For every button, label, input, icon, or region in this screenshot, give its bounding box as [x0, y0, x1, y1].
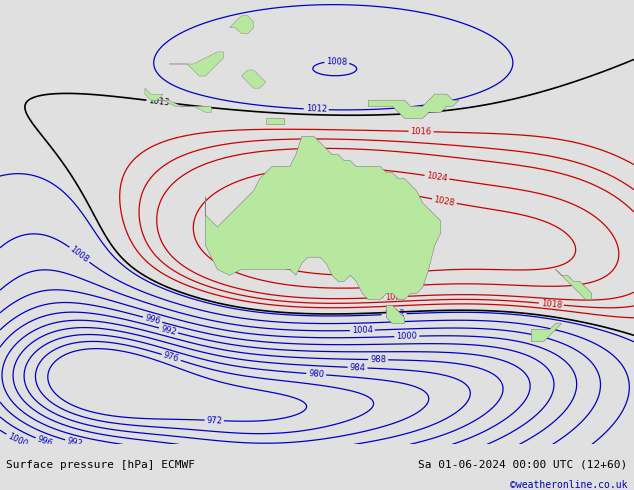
- Text: ©weatheronline.co.uk: ©weatheronline.co.uk: [510, 480, 628, 490]
- Text: 972: 972: [207, 416, 223, 425]
- Text: 1008: 1008: [68, 245, 91, 265]
- Text: 1016: 1016: [410, 127, 432, 136]
- Text: 992: 992: [160, 324, 177, 337]
- Text: 1000: 1000: [396, 332, 417, 341]
- Text: 1018: 1018: [540, 299, 562, 310]
- Text: 1008: 1008: [326, 57, 347, 67]
- Polygon shape: [555, 270, 592, 299]
- Text: 984: 984: [349, 363, 366, 372]
- Text: 1020: 1020: [385, 292, 406, 302]
- Text: 1012: 1012: [384, 309, 404, 319]
- Polygon shape: [387, 305, 404, 323]
- Polygon shape: [531, 323, 562, 342]
- Text: 1028: 1028: [433, 195, 456, 208]
- Text: 976: 976: [162, 351, 180, 364]
- Text: 1000: 1000: [6, 431, 29, 449]
- Text: 992: 992: [66, 436, 84, 449]
- Text: 996: 996: [144, 313, 162, 326]
- Text: 996: 996: [36, 435, 54, 448]
- Polygon shape: [368, 94, 459, 118]
- Polygon shape: [266, 118, 284, 124]
- Text: 980: 980: [308, 369, 325, 379]
- Text: 1024: 1024: [426, 171, 448, 183]
- Text: 988: 988: [370, 355, 386, 364]
- Text: Surface pressure [hPa] ECMWF: Surface pressure [hPa] ECMWF: [6, 460, 195, 470]
- Text: Sa 01-06-2024 00:00 UTC (12+60): Sa 01-06-2024 00:00 UTC (12+60): [418, 460, 628, 470]
- Text: 1004: 1004: [352, 325, 373, 335]
- Polygon shape: [157, 100, 211, 112]
- Polygon shape: [169, 52, 223, 76]
- Text: 1012: 1012: [306, 104, 327, 114]
- Text: 1013: 1013: [148, 96, 170, 107]
- Polygon shape: [145, 88, 163, 100]
- Polygon shape: [205, 136, 441, 299]
- Polygon shape: [242, 70, 266, 88]
- Polygon shape: [230, 16, 254, 34]
